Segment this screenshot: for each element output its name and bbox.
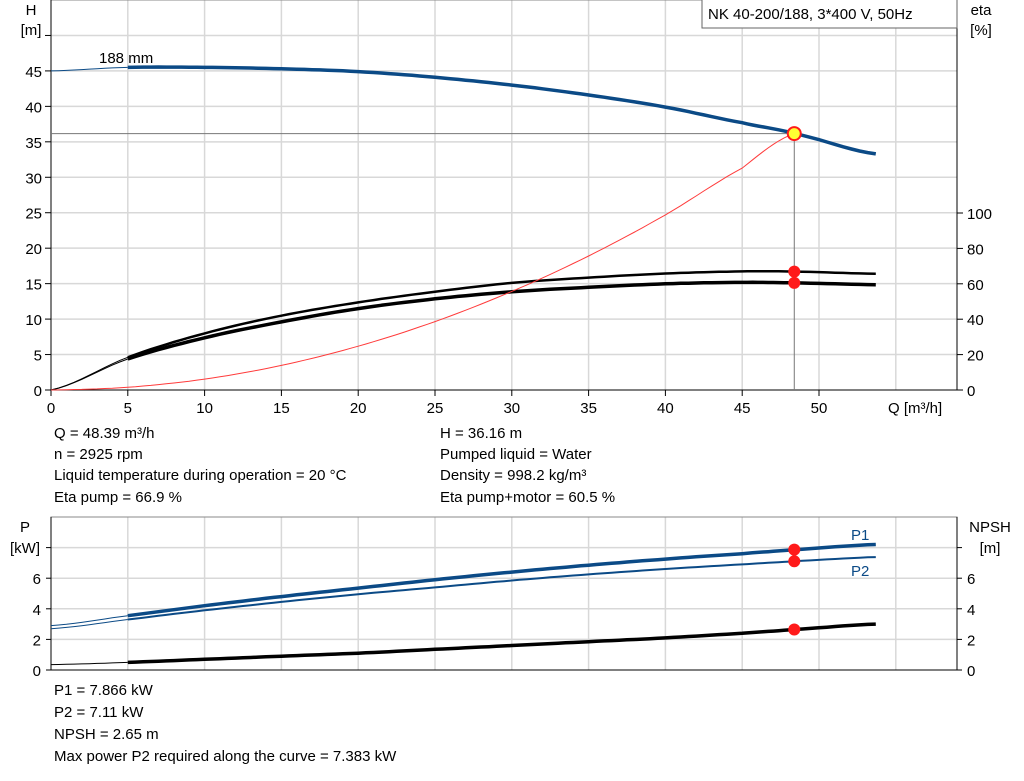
npsh-label-unit: [m] [980, 540, 1001, 557]
x-tick-label: 5 [124, 400, 132, 417]
series-P1 [127, 542, 876, 618]
y-tick-label: 40 [25, 99, 42, 116]
series-system [50, 133, 795, 391]
marker-p1 [788, 543, 801, 556]
npsh-tick-label: 6 [967, 571, 975, 588]
y2-tick-label: 80 [967, 241, 984, 258]
npsh-tick-label: 0 [967, 663, 975, 680]
series-H-extrapolated [50, 66, 128, 72]
info-npsh: NPSH = 2.65 m [54, 726, 159, 743]
marker-eta-pump [788, 265, 801, 278]
x-tick-label: 25 [427, 400, 444, 417]
y-tick-label: 0 [34, 383, 42, 400]
series-eta_pump-extrapolated [50, 356, 128, 391]
y-tick-label: 15 [25, 277, 42, 294]
x-tick-label: 0 [47, 400, 55, 417]
operating-point-marker [786, 126, 802, 142]
x-tick-label: 35 [580, 400, 597, 417]
title-box [701, 0, 958, 29]
series-H [127, 65, 877, 156]
y-tick-label: 5 [34, 348, 42, 365]
y2-tick-label: 60 [967, 277, 984, 294]
info-h: H = 36.16 m [440, 425, 523, 442]
info-liquid: Pumped liquid = Water [440, 446, 592, 463]
p-label-unit: [kW] [10, 540, 40, 557]
y2-tick-label: 20 [967, 348, 984, 365]
marker-p2 [788, 555, 801, 568]
info-max-p2: Max power P2 required along the curve = … [54, 748, 397, 765]
info-temp: Liquid temperature during operation = 20… [54, 467, 347, 484]
p-tick-label: 0 [33, 663, 41, 680]
x-tick-label: 40 [657, 400, 674, 417]
y-tick-label: 30 [25, 170, 42, 187]
y-label-name: H [26, 2, 37, 19]
series-label-p1: P1 [851, 527, 869, 544]
p-tick-label: 6 [33, 571, 41, 588]
y-tick-label: 35 [25, 135, 42, 152]
p-label-name: P [20, 519, 30, 536]
info-q: Q = 48.39 m³/h [54, 425, 155, 442]
x-label: Q [m³/h] [888, 400, 942, 417]
p-tick-label: 4 [33, 602, 41, 619]
y2-label-name: eta [971, 2, 993, 19]
series-NPSH-extrapolated [50, 661, 128, 666]
npsh-tick-label: 4 [967, 602, 975, 619]
chart-title: NK 40-200/188, 3*400 V, 50Hz [708, 6, 913, 23]
x-tick-label: 20 [350, 400, 367, 417]
npsh-tick-label: 2 [967, 632, 975, 649]
x-tick-label: 30 [503, 400, 520, 417]
y-tick-label: 10 [25, 312, 42, 329]
series-label-p2: P2 [851, 563, 869, 580]
x-tick-label: 50 [811, 400, 828, 417]
x-tick-label: 10 [196, 400, 213, 417]
info-p2: P2 = 7.11 kW [54, 704, 144, 721]
series-NPSH [127, 622, 876, 665]
series-P1-extrapolated [50, 615, 128, 627]
y2-tick-label: 100 [967, 206, 992, 223]
series-eta_pump [127, 269, 876, 359]
curve-label: 188 mm [99, 50, 153, 67]
x-tick-label: 15 [273, 400, 290, 417]
marker-npsh [788, 623, 801, 636]
info-n: n = 2925 rpm [54, 446, 143, 463]
y-tick-label: 45 [25, 64, 42, 81]
series-P2 [127, 556, 876, 621]
info-density: Density = 998.2 kg/m³ [440, 467, 587, 484]
info-p1: P1 = 7.866 kW [54, 682, 153, 699]
marker-eta-pump-motor [788, 276, 801, 289]
y-tick-label: 20 [25, 241, 42, 258]
p-tick-label: 2 [33, 632, 41, 649]
series-eta_pump_motor [127, 280, 876, 361]
y-label-unit: [m] [21, 22, 42, 39]
y2-label-unit: [%] [970, 22, 992, 39]
y2-tick-label: 40 [967, 312, 984, 329]
info-eta-total: Eta pump+motor = 60.5 % [440, 489, 616, 506]
info-eta-pump: Eta pump = 66.9 % [54, 489, 182, 506]
y2-tick-label: 0 [967, 383, 975, 400]
npsh-label-name: NPSH [969, 519, 1011, 536]
series-P2-extrapolated [50, 619, 128, 630]
series-eta_pump_motor-extrapolated [50, 358, 128, 391]
plot-frame [50, 0, 958, 391]
x-tick-label: 45 [734, 400, 751, 417]
y-tick-label: 25 [25, 206, 42, 223]
